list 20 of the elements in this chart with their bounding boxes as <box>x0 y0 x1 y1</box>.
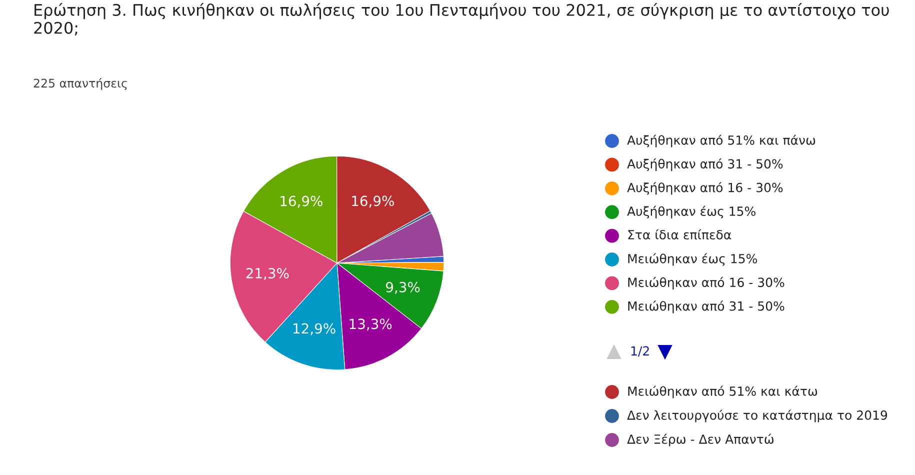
data-label: 13,3% <box>350 318 392 331</box>
legend-label: Δεν Ξέρω - Δεν Απαντώ <box>627 434 774 446</box>
legend-label: Μειώθηκαν από 51% και κάτω <box>628 386 818 398</box>
data-label: 16,9% <box>280 196 322 208</box>
legend-label: Αυξήθηκαν έως 15% <box>627 206 756 218</box>
data-label: 21,3% <box>246 268 289 280</box>
data-label: 16,9% <box>352 196 394 208</box>
text: 1/2 <box>631 346 649 357</box>
text: 225 απαντήσεις <box>34 78 127 90</box>
legend-label: Αυξήθηκαν από 31 - 50% <box>627 158 783 172</box>
legend-label: Μειώθηκαν έως 15% <box>628 253 757 266</box>
chart-title: Ερώτηση 3. Πως κινήθηκαν οι πωλήσεις του 1ου Πενταμήνου του 2021, σε σύγκριση με το αντίστοιχο του 2020; <box>34 2 889 36</box>
legend-label: Μειώθηκαν από 16 - 30% <box>628 276 784 290</box>
data-label: 12,9% <box>293 323 336 336</box>
legend-label: Αυξήθηκαν από 51% και πάνω <box>627 134 816 148</box>
legend-label: Αυξήθηκαν από 16 - 30% <box>627 182 783 195</box>
legend-label: Μειώθηκαν από 31 - 50% <box>628 300 784 314</box>
legend-label: Στα ίδια επίπεδα <box>628 229 732 240</box>
legend-label: Δεν λειτουργούσε το κατάστημα το 2019 <box>627 410 888 422</box>
data-label: 9,3% <box>386 282 420 294</box>
